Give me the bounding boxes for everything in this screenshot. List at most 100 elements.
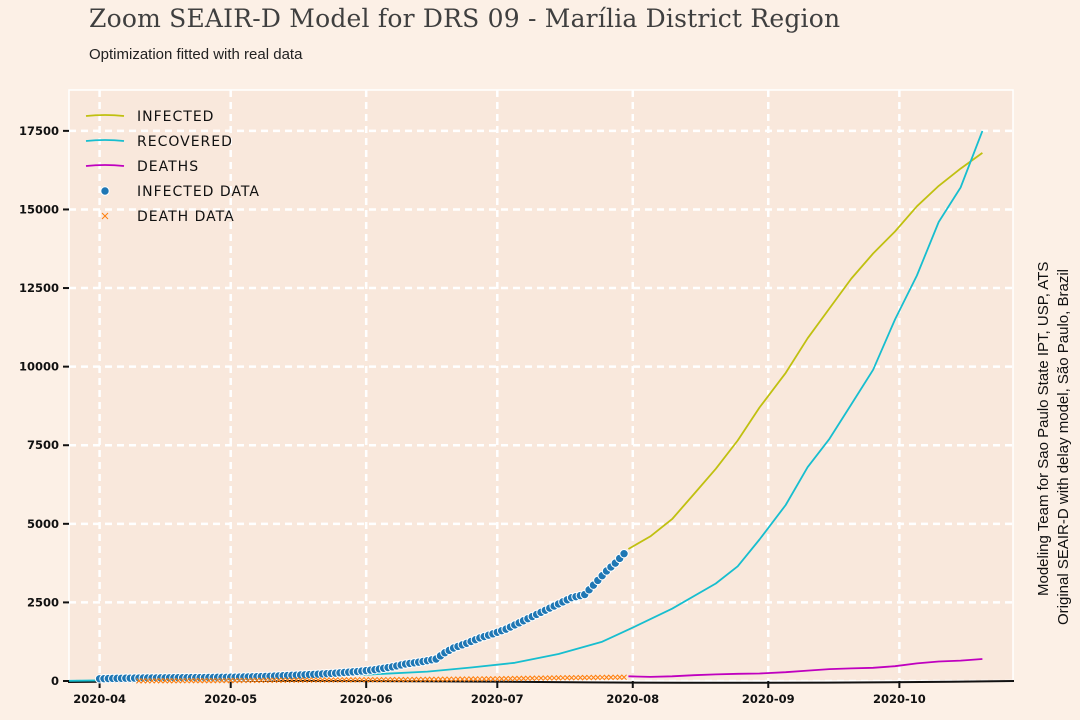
legend-swatch [85, 164, 125, 167]
death-data-point [157, 677, 164, 684]
death-data-point [612, 674, 619, 681]
death-data-point [210, 677, 217, 684]
death-data-point [428, 676, 435, 683]
death-data-point [616, 674, 623, 681]
y-tick-label: 12500 [19, 281, 59, 295]
x-tick-label: 2020-08 [606, 692, 659, 706]
death-data-point [402, 676, 409, 683]
death-data-point [455, 676, 461, 682]
death-data-point [559, 674, 566, 681]
death-data-point [184, 677, 190, 684]
death-data-point [175, 677, 182, 684]
y-tick-label: 2500 [27, 595, 59, 609]
death-data-point [236, 677, 243, 684]
y-tick-label: 15000 [19, 202, 59, 216]
series-layer [68, 130, 984, 684]
death-data-point [516, 675, 523, 682]
death-data-point [503, 675, 509, 682]
death-data-point [594, 674, 601, 681]
death-data-point [586, 674, 592, 681]
death-data-point [393, 676, 400, 683]
x-tick-label: 2020-10 [873, 692, 926, 706]
death-data-point [380, 676, 387, 683]
death-data-point [332, 677, 339, 683]
legend-label: DEATHS [137, 159, 199, 175]
death-data-point [197, 677, 203, 684]
death-data-point [306, 677, 313, 683]
death-data-point [551, 675, 557, 681]
death-data-point [446, 676, 453, 683]
death-data-point [525, 675, 531, 682]
legend-swatch [85, 139, 125, 142]
y-tick-label: 17500 [19, 124, 59, 138]
death-data-point [433, 676, 439, 683]
death-data-point [262, 677, 269, 684]
death-data-point [573, 674, 579, 681]
credit-line-2: Original SEAIR-D with delay model, São P… [1055, 269, 1072, 625]
death-data-point [459, 676, 466, 682]
legend-label: RECOVERED [137, 134, 233, 150]
death-data-point [280, 677, 287, 684]
death-data-point [254, 677, 260, 684]
death-data-point [289, 677, 295, 684]
series-line-deaths [628, 658, 983, 678]
x-tick-label: 2020-09 [742, 692, 795, 706]
death-data-point [520, 675, 527, 682]
death-data-point [494, 675, 501, 682]
death-data-point [232, 677, 238, 684]
death-data-point [315, 677, 321, 683]
death-data-point [205, 677, 212, 684]
death-data-point [293, 677, 300, 684]
death-data-point [328, 677, 335, 683]
death-data-point [472, 676, 479, 682]
death-data-point [297, 677, 304, 683]
death-data-point [376, 676, 383, 683]
x-tick-label: 2020-05 [204, 692, 257, 706]
death-data-point [372, 676, 378, 683]
x-tick-label: 2020-07 [471, 692, 524, 706]
death-data-point [476, 676, 483, 682]
death-data-point [529, 675, 536, 682]
death-data-point [468, 676, 474, 682]
death-data-point [249, 677, 256, 684]
x-tick-label: 2020-04 [73, 692, 126, 706]
death-data-point [140, 677, 147, 684]
death-data-point [424, 676, 431, 683]
death-data-point [302, 677, 308, 683]
death-data-point [564, 674, 571, 681]
y-tick-label: 5000 [27, 517, 59, 531]
death-data-point [485, 676, 492, 682]
death-data-point [490, 675, 496, 682]
legend-swatch [100, 186, 110, 196]
death-data-point [389, 676, 396, 683]
death-data-point [568, 674, 575, 681]
death-data-point [319, 677, 326, 683]
y-tick-label: 10000 [19, 360, 59, 374]
death-data-point [258, 677, 265, 684]
death-data-point [437, 676, 444, 683]
y-tick-label: 0 [51, 674, 59, 688]
legend-swatch [101, 212, 109, 220]
x-tick-label: 2020-06 [340, 692, 393, 706]
death-data-point [136, 677, 142, 684]
death-data-point [363, 676, 370, 683]
death-data-point [577, 674, 584, 681]
death-data-point [162, 677, 169, 684]
death-data-point [214, 677, 221, 684]
infected-data-point [619, 548, 629, 559]
death-data-point [407, 676, 413, 683]
death-data-point [240, 677, 247, 684]
series-line-infected [627, 152, 983, 550]
death-data-point [227, 677, 234, 684]
death-data-point [590, 674, 597, 681]
death-data-point [599, 674, 606, 681]
death-data-point [538, 675, 544, 681]
death-data-point [511, 675, 518, 682]
death-data-point [271, 677, 278, 684]
death-data-point [450, 676, 457, 683]
death-data-point [463, 676, 470, 682]
death-data-point [188, 677, 195, 684]
death-data-point [533, 675, 540, 682]
death-data-point [144, 677, 151, 684]
death-data-point [341, 677, 348, 683]
